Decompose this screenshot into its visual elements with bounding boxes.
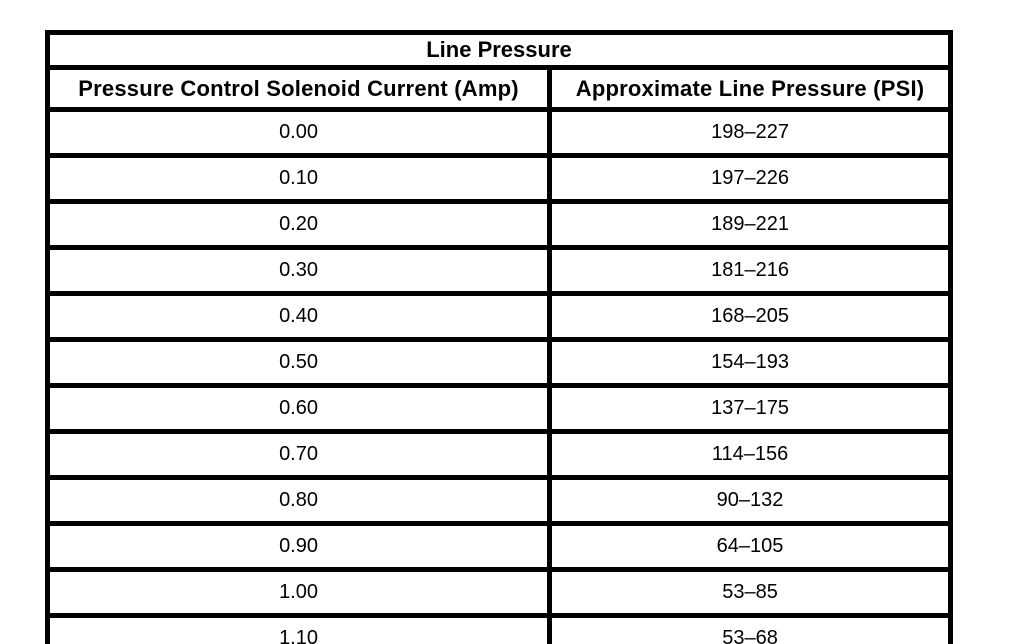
- title-row: Line Pressure: [45, 30, 953, 70]
- cell-pressure: 168–205: [547, 291, 953, 342]
- cell-pressure: 90–132: [547, 475, 953, 526]
- cell-current: 0.50: [44, 337, 553, 388]
- table-row: 0.40 168–205: [44, 291, 953, 342]
- cell-pressure: 53–68: [547, 613, 953, 644]
- cell-current: 1.00: [44, 567, 553, 618]
- cell-pressure: 198–227: [547, 107, 953, 158]
- column-header-solenoid-current: Pressure Control Solenoid Current (Amp): [44, 65, 553, 112]
- table-row: 0.80 90–132: [44, 475, 953, 526]
- cell-current: 1.10: [44, 613, 553, 644]
- cell-pressure: 197–226: [547, 153, 953, 204]
- cell-current: 0.70: [44, 429, 553, 480]
- cell-current: 0.00: [44, 107, 553, 158]
- table-body: 0.00 198–227 0.10 197–226 0.20 189–221 0…: [44, 107, 953, 644]
- cell-current: 0.90: [44, 521, 553, 572]
- column-header-line-pressure: Approximate Line Pressure (PSI): [547, 65, 953, 112]
- table-row: 0.70 114–156: [44, 429, 953, 480]
- cell-pressure: 114–156: [547, 429, 953, 480]
- table-row: 0.00 198–227: [44, 107, 953, 158]
- cell-pressure: 137–175: [547, 383, 953, 434]
- table-row: 1.10 53–68: [44, 613, 953, 644]
- cell-current: 0.30: [44, 245, 553, 296]
- cell-current: 0.40: [44, 291, 553, 342]
- cell-current: 0.10: [44, 153, 553, 204]
- table-row: 0.50 154–193: [44, 337, 953, 388]
- table-row: 0.10 197–226: [44, 153, 953, 204]
- cell-current: 0.60: [44, 383, 553, 434]
- table-row: 1.00 53–85: [44, 567, 953, 618]
- line-pressure-table: Line Pressure Pressure Control Solenoid …: [44, 30, 953, 644]
- cell-pressure: 189–221: [547, 199, 953, 250]
- table-row: 0.60 137–175: [44, 383, 953, 434]
- cell-current: 0.80: [44, 475, 553, 526]
- header-row: Pressure Control Solenoid Current (Amp) …: [44, 65, 953, 112]
- table-row: 0.20 189–221: [44, 199, 953, 250]
- table-row: 0.30 181–216: [44, 245, 953, 296]
- cell-pressure: 154–193: [547, 337, 953, 388]
- cell-pressure: 64–105: [547, 521, 953, 572]
- table-row: 0.90 64–105: [44, 521, 953, 572]
- table-title: Line Pressure: [45, 30, 953, 70]
- cell-pressure: 53–85: [547, 567, 953, 618]
- cell-pressure: 181–216: [547, 245, 953, 296]
- cell-current: 0.20: [44, 199, 553, 250]
